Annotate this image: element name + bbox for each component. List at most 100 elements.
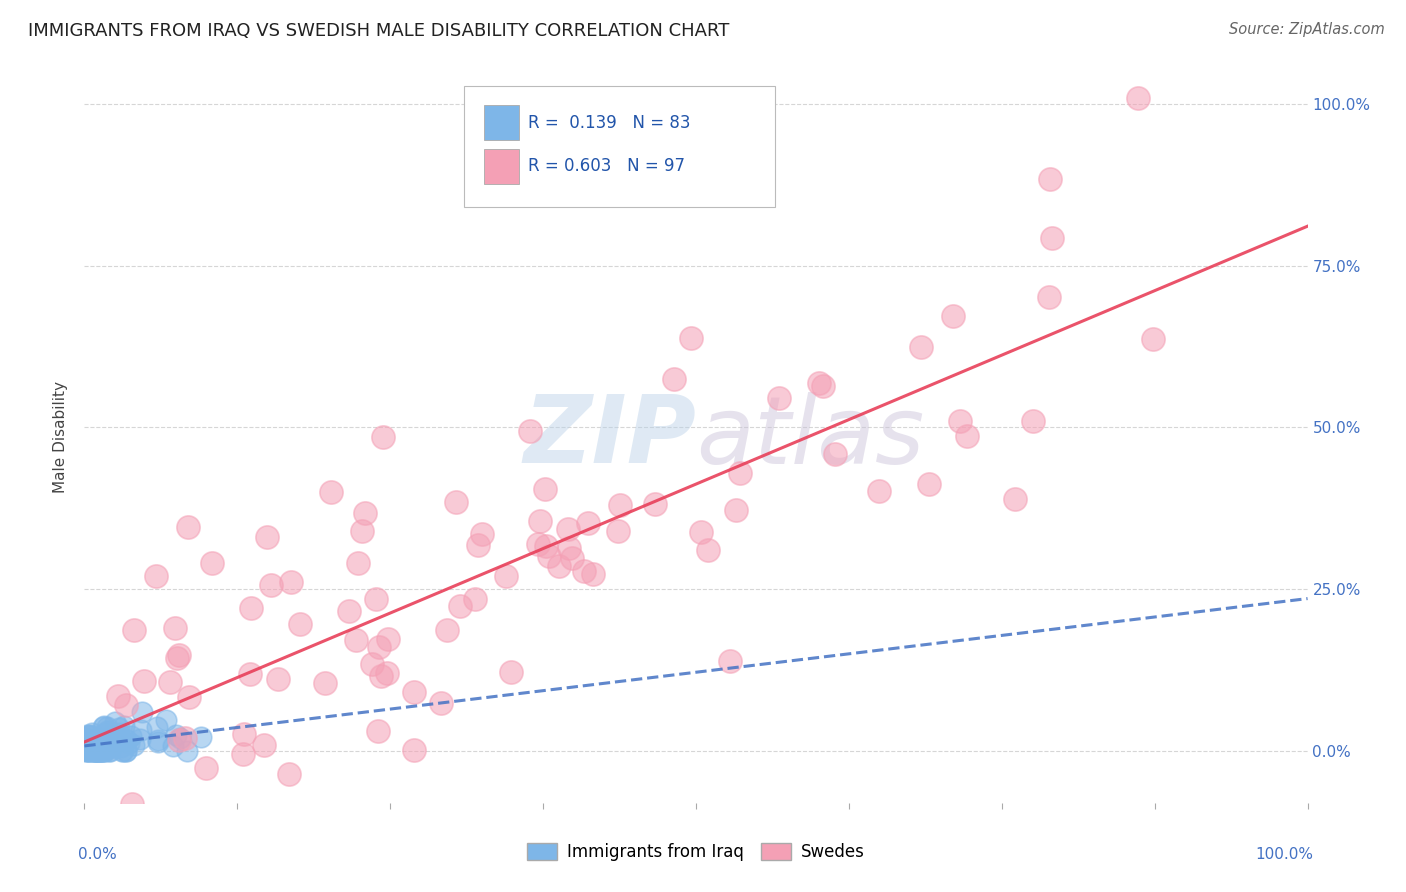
Point	[558, 541, 581, 555]
Point	[146, 733, 169, 747]
Point	[84, 744, 107, 758]
Point	[97, 744, 120, 758]
Point	[91, 744, 114, 758]
Point	[104, 715, 127, 730]
Point	[112, 744, 135, 758]
Point	[572, 564, 595, 578]
Point	[155, 713, 177, 727]
Point	[101, 728, 124, 742]
Point	[110, 739, 132, 754]
Point	[314, 675, 336, 690]
Point	[449, 599, 471, 614]
Point	[173, 731, 195, 746]
Point	[98, 744, 121, 758]
Point	[444, 495, 467, 509]
FancyBboxPatch shape	[464, 86, 776, 207]
Point	[404, 685, 426, 699]
Point	[918, 476, 941, 491]
Point	[80, 742, 103, 756]
Point	[319, 484, 342, 499]
Point	[112, 719, 135, 733]
Point	[201, 556, 224, 570]
Point	[576, 516, 599, 531]
Point	[724, 503, 747, 517]
Point	[165, 728, 187, 742]
Point	[84, 743, 107, 757]
Point	[942, 309, 965, 323]
Point	[364, 592, 387, 607]
Point	[233, 726, 256, 740]
Point	[83, 744, 105, 758]
Point	[1039, 172, 1062, 186]
Point	[534, 540, 557, 554]
Point	[86, 744, 108, 758]
Point	[239, 601, 262, 615]
Point	[176, 744, 198, 758]
Bar	[484, 149, 519, 184]
Text: ZIP: ZIP	[523, 391, 696, 483]
Point	[86, 744, 108, 758]
Point	[76, 731, 98, 746]
Point	[159, 674, 181, 689]
Point	[146, 735, 169, 749]
Point	[91, 744, 114, 758]
Point	[84, 744, 107, 758]
Point	[361, 657, 384, 672]
Point	[260, 578, 283, 592]
Point	[96, 735, 118, 749]
Legend: Immigrants from Iraq, Swedes: Immigrants from Iraq, Swedes	[520, 836, 872, 868]
Point	[94, 731, 117, 745]
Point	[77, 744, 100, 758]
Point	[86, 744, 108, 758]
Point	[93, 744, 115, 758]
Point	[163, 621, 186, 635]
Point	[1022, 414, 1045, 428]
Point	[94, 725, 117, 739]
Text: Source: ZipAtlas.com: Source: ZipAtlas.com	[1229, 22, 1385, 37]
Point	[91, 720, 114, 734]
Point	[430, 696, 453, 710]
Point	[561, 550, 583, 565]
Point	[90, 744, 112, 758]
Point	[169, 731, 191, 746]
Point	[77, 744, 100, 758]
Point	[129, 731, 152, 746]
Y-axis label: Male Disability: Male Disability	[53, 381, 69, 493]
Point	[949, 414, 972, 428]
Point	[811, 379, 834, 393]
Point	[375, 665, 398, 680]
Point	[76, 731, 98, 745]
Point	[690, 524, 713, 539]
Point	[166, 651, 188, 665]
Point	[1038, 290, 1060, 304]
Point	[114, 744, 136, 758]
Bar	[484, 105, 519, 140]
Point	[644, 496, 666, 510]
Point	[118, 736, 141, 750]
Point	[664, 372, 686, 386]
Point	[91, 732, 114, 747]
Point	[93, 744, 115, 758]
Point	[519, 424, 541, 438]
Point	[344, 632, 367, 647]
Point	[527, 537, 550, 551]
Point	[77, 744, 100, 758]
Point	[371, 429, 394, 443]
Point	[93, 743, 115, 757]
Point	[145, 568, 167, 582]
Point	[195, 814, 218, 829]
Point	[495, 568, 517, 582]
Point	[1042, 231, 1064, 245]
Point	[464, 591, 486, 606]
Point	[114, 698, 136, 712]
Point	[120, 730, 142, 744]
Point	[91, 741, 114, 756]
Point	[353, 506, 375, 520]
Point	[121, 797, 143, 811]
Point	[79, 729, 101, 743]
Point	[108, 725, 131, 739]
Point	[347, 557, 370, 571]
Point	[115, 732, 138, 747]
Point	[557, 522, 579, 536]
Point	[609, 498, 631, 512]
